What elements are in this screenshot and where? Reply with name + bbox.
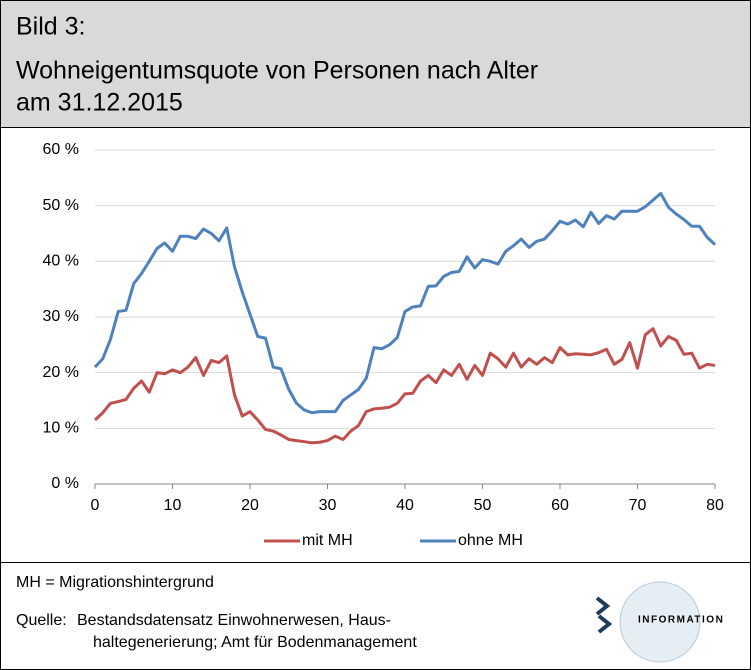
y-tick-label: 60 % [43,141,79,158]
series-line [93,191,717,415]
y-tick-label: 10 % [43,420,79,437]
legend-label: ohne MH [458,532,523,549]
y-tick-label: 50 % [43,197,79,214]
y-tick-label: 20 % [43,364,79,381]
footnote: MH = Migrationshintergrund [16,574,214,591]
title-line: Bild 3: [16,13,85,41]
x-tick-label: 30 [319,497,337,514]
logo-arrows [595,596,613,634]
x-tick-label: 40 [396,497,414,514]
logo: INFORMATION [595,581,724,663]
title-line: am 31.12.2015 [16,89,183,117]
y-tick-label: 40 % [43,253,79,270]
chart: 0 % 10 % 20 % 30 % 40 % 50 % 60 % 0 10 20 30 40 50 60… [43,141,724,549]
title-line: Wohneigentumsquote von Personen nach Alt… [16,57,538,85]
source-label: Quelle: [16,612,67,629]
logo-circle [619,581,701,663]
source-text: haltegenerierung; Amt für Bodenmanagemen… [93,634,417,651]
x-tick-label: 20 [241,497,259,514]
x-tick-label: 10 [164,497,182,514]
x-tick-label: 80 [706,497,724,514]
x-tick-label: 70 [629,497,647,514]
legend-label: mit MH [302,532,353,549]
series-line [93,327,716,445]
x-tick-label: 50 [474,497,492,514]
y-tick-label: 0 % [51,475,79,492]
logo-text: INFORMATION [638,615,724,626]
y-tick-label: 30 % [43,308,79,325]
x-tick-label: 60 [551,497,569,514]
source-text: Bestandsdatensatz Einwohnerwesen, Haus- [77,612,391,629]
header-box [0,0,751,128]
x-tick-label: 0 [91,497,100,514]
